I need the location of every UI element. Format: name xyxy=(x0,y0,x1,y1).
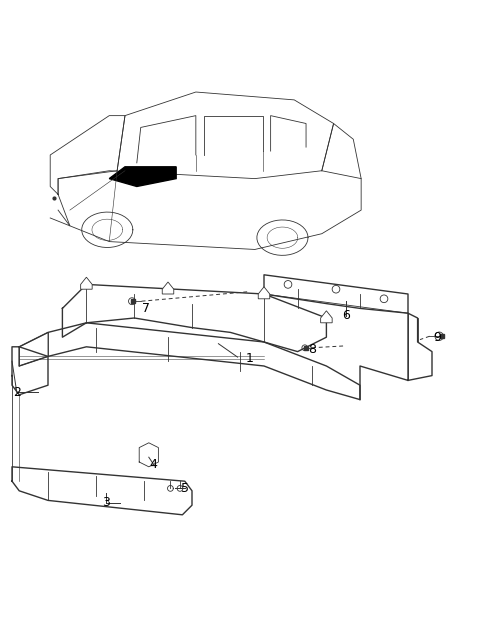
Text: 4: 4 xyxy=(150,458,157,471)
Polygon shape xyxy=(258,287,270,299)
Polygon shape xyxy=(19,323,360,399)
Polygon shape xyxy=(12,347,48,395)
Circle shape xyxy=(284,280,292,288)
Polygon shape xyxy=(50,116,125,195)
Text: 9: 9 xyxy=(433,331,441,343)
Polygon shape xyxy=(264,275,408,313)
Text: 1: 1 xyxy=(246,352,253,365)
Polygon shape xyxy=(62,284,326,352)
Polygon shape xyxy=(360,313,432,399)
Polygon shape xyxy=(19,333,48,366)
Text: 2: 2 xyxy=(13,386,21,399)
Polygon shape xyxy=(162,282,174,294)
Polygon shape xyxy=(109,167,176,186)
Polygon shape xyxy=(12,467,192,515)
Polygon shape xyxy=(81,277,92,289)
Text: 6: 6 xyxy=(342,309,349,322)
Polygon shape xyxy=(139,443,158,467)
Text: 3: 3 xyxy=(102,496,109,509)
Text: 5: 5 xyxy=(181,482,189,495)
Polygon shape xyxy=(321,311,332,323)
Circle shape xyxy=(380,295,388,303)
Text: 8: 8 xyxy=(308,343,316,356)
Circle shape xyxy=(332,286,340,293)
Text: 7: 7 xyxy=(143,302,150,315)
